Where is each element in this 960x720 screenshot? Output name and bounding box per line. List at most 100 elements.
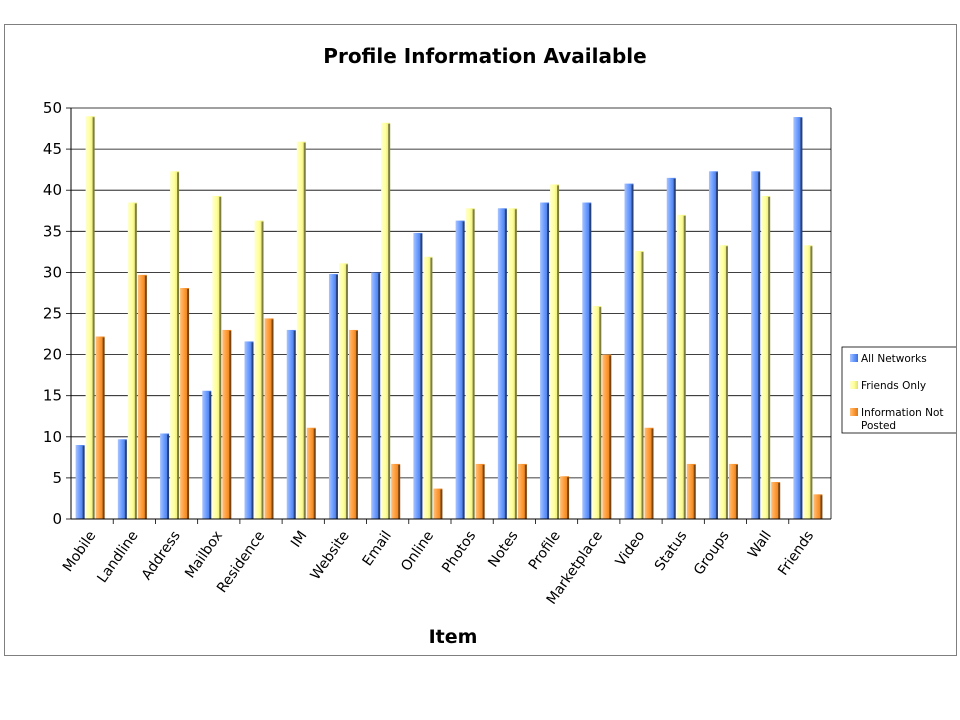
bar-1-16 (761, 195, 771, 520)
bar-shadow-0-13 (631, 184, 634, 519)
bar-shadow-0-8 (420, 233, 423, 519)
legend-swatch-0 (850, 354, 858, 362)
bar-shadow-1-1 (134, 203, 137, 519)
x-category-label-15: Groups (691, 528, 733, 578)
y-tick-label-0: 0 (52, 510, 62, 528)
bar-shadow-1-3 (219, 196, 222, 520)
bar-shadow-1-15 (725, 246, 728, 520)
bar-shadow-2-1 (144, 275, 147, 519)
bar-0-1 (117, 439, 127, 519)
bar-0-15 (708, 171, 718, 519)
legend-swatch-2 (850, 408, 858, 416)
bar-1-7 (381, 122, 391, 520)
y-axis-ticks: 0 5 10 15 20 25 30 35 40 45 50 (43, 99, 71, 528)
x-axis-title: Item (429, 626, 478, 648)
bar-shadow-0-2 (167, 434, 170, 519)
bar-shadow-1-2 (177, 172, 180, 519)
bar-shadow-0-7 (378, 273, 381, 519)
bar-2-5 (306, 427, 316, 519)
bar-2-8 (433, 488, 443, 519)
bar-shadow-2-6 (355, 330, 358, 519)
grid-layer (71, 107, 831, 479)
bar-1-13 (634, 251, 644, 519)
chart-svg: Profile Information Available 0 5 10 15 20 25… (43, 44, 956, 648)
bar-2-14 (686, 463, 696, 519)
bar-1-5 (296, 141, 306, 519)
x-category-label-7: Email (360, 528, 395, 569)
bar-shadow-2-16 (778, 483, 781, 519)
bar-0-7 (371, 272, 381, 519)
y-tick-label-8: 40 (43, 181, 62, 199)
bar-shadow-0-12 (589, 203, 592, 519)
bar-shadow-1-5 (303, 142, 306, 519)
bar-1-9 (465, 208, 475, 519)
y-tick-label-10: 50 (43, 99, 62, 117)
bar-0-16 (751, 171, 761, 519)
x-category-label-11: Profile (526, 528, 564, 573)
bar-shadow-0-1 (124, 440, 127, 519)
bar-0-14 (666, 177, 676, 519)
bar-0-12 (582, 202, 592, 519)
bar-1-4 (254, 220, 264, 519)
legend-swatch-1 (850, 381, 858, 389)
bar-shadow-2-12 (609, 355, 612, 519)
bar-shadow-1-6 (345, 264, 348, 519)
x-category-label-9: Photos (439, 528, 479, 576)
bar-1-3 (212, 195, 222, 520)
bar-shadow-2-11 (567, 477, 570, 519)
y-tick-label-9: 45 (43, 140, 62, 158)
bar-2-17 (813, 494, 823, 519)
bar-shadow-1-10 (514, 209, 517, 519)
bar-1-12 (592, 306, 602, 519)
x-category-label-8: Online (398, 528, 437, 574)
x-category-label-16: Wall (745, 528, 775, 561)
bar-shadow-1-12 (599, 307, 602, 519)
bar-shadow-2-5 (313, 428, 316, 519)
bar-2-16 (771, 482, 781, 519)
bar-0-13 (624, 183, 634, 519)
bar-shadow-0-11 (547, 203, 550, 519)
bar-2-6 (348, 329, 358, 519)
bar-0-17 (793, 117, 803, 520)
bar-0-2 (160, 433, 170, 519)
bar-shadow-1-16 (768, 196, 771, 520)
bar-0-4 (244, 341, 254, 519)
bar-shadow-0-10 (504, 209, 507, 519)
bars-layer (75, 116, 823, 520)
bar-shadow-2-7 (398, 464, 401, 519)
bar-0-9 (455, 220, 465, 519)
bar-shadow-0-14 (673, 178, 676, 519)
bar-shadow-0-17 (800, 118, 803, 520)
bar-2-10 (517, 463, 527, 519)
bar-shadow-0-15 (715, 172, 718, 519)
bar-shadow-2-2 (187, 289, 190, 519)
bar-shadow-2-15 (735, 464, 738, 519)
legend-label-1: Friends Only (861, 380, 926, 392)
bar-shadow-2-4 (271, 319, 274, 519)
legend-box (841, 346, 956, 434)
legend-label-2: Information Not Posted (861, 407, 944, 432)
bar-2-3 (222, 329, 232, 519)
bar-shadow-1-17 (810, 246, 813, 520)
bar-0-6 (328, 274, 338, 519)
bar-0-5 (286, 329, 296, 519)
chart-frame: Profile Information Available 0 5 10 15 20 25… (4, 24, 957, 656)
bar-2-7 (391, 463, 401, 519)
bar-shadow-1-14 (683, 215, 686, 520)
bar-shadow-2-13 (651, 428, 654, 519)
bar-2-9 (475, 463, 485, 519)
x-category-label-6: Website (308, 528, 353, 583)
bar-2-15 (728, 463, 738, 519)
bar-1-17 (803, 245, 813, 520)
bar-shadow-2-17 (820, 495, 823, 519)
bar-1-1 (127, 202, 137, 519)
y-tick-label-1: 5 (52, 469, 62, 487)
bar-shadow-2-0 (102, 337, 105, 519)
legend: All Networks Friends Only Information Not P… (841, 346, 956, 434)
bar-1-14 (676, 214, 686, 520)
bar-2-4 (264, 318, 274, 519)
bar-shadow-0-9 (462, 221, 465, 519)
x-category-label-17: Friends (775, 528, 817, 578)
x-category-label-2: Address (139, 528, 184, 583)
